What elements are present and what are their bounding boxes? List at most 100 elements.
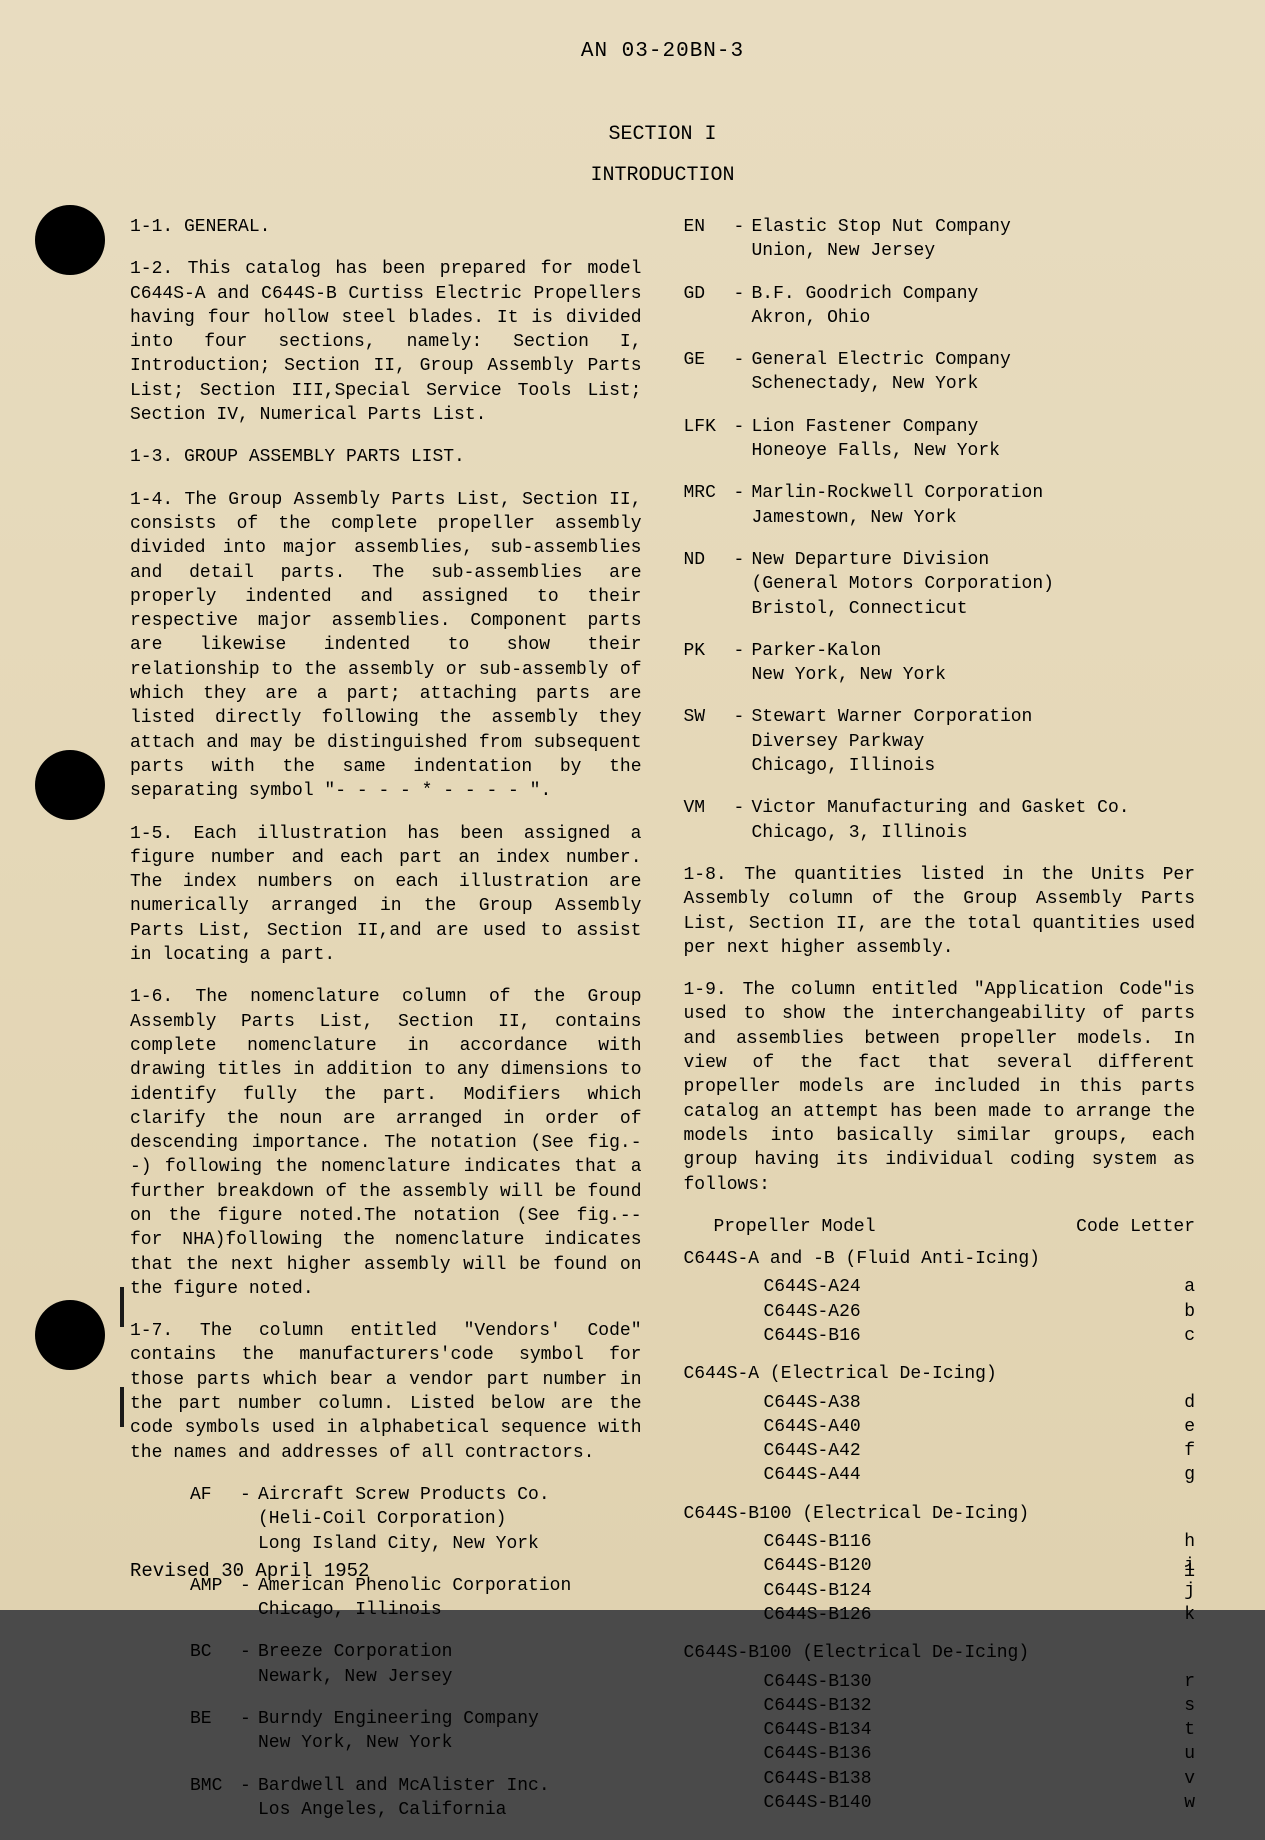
model-group: C644S-B100 (Electrical De-Icing) C644S-B1… bbox=[684, 1641, 1196, 1815]
heading-gapl: 1-3. GROUP ASSEMBLY PARTS LIST. bbox=[130, 445, 642, 469]
model-name: C644S-B116 bbox=[764, 1530, 1166, 1554]
model-row: C644S-B138v bbox=[684, 1767, 1196, 1791]
model-name: C644S-B124 bbox=[764, 1579, 1166, 1603]
model-code: d bbox=[1165, 1391, 1195, 1415]
vendor-name: New Departure Division (General Motors C… bbox=[752, 548, 1196, 621]
model-name: C644S-A38 bbox=[764, 1391, 1166, 1415]
model-row: C644S-A26b bbox=[684, 1300, 1196, 1324]
paragraph: 1-2. This catalog has been prepared for … bbox=[130, 257, 642, 427]
model-code: f bbox=[1165, 1439, 1195, 1463]
model-code: v bbox=[1165, 1767, 1195, 1791]
model-row: C644S-B132s bbox=[684, 1694, 1196, 1718]
vendor-dash: - bbox=[734, 639, 752, 688]
vendor-name: Stewart Warner Corporation Diversey Park… bbox=[752, 705, 1196, 778]
model-group-title: C644S-A (Electrical De-Icing) bbox=[684, 1362, 1196, 1386]
model-code: k bbox=[1165, 1603, 1195, 1627]
vendor-dash: - bbox=[734, 415, 752, 464]
model-row: C644S-B136u bbox=[684, 1742, 1196, 1766]
revised-date: Revised 30 April 1952 bbox=[130, 1560, 369, 1582]
model-code: u bbox=[1165, 1742, 1195, 1766]
vendor-dash: - bbox=[734, 282, 752, 331]
punch-hole bbox=[35, 1300, 105, 1370]
model-row: C644S-B116h bbox=[684, 1530, 1196, 1554]
model-row: C644S-A40e bbox=[684, 1415, 1196, 1439]
vendor-dash: - bbox=[240, 1640, 258, 1689]
model-code: w bbox=[1165, 1791, 1195, 1815]
revision-bar bbox=[120, 1287, 124, 1327]
model-name: C644S-A42 bbox=[764, 1439, 1166, 1463]
vendor-row: GD-B.F. Goodrich Company Akron, Ohio bbox=[684, 282, 1196, 331]
page-footer: Revised 30 April 1952 1 bbox=[130, 1560, 1195, 1582]
model-name: C644S-A26 bbox=[764, 1300, 1166, 1324]
vendor-name: General Electric Company Schenectady, Ne… bbox=[752, 348, 1196, 397]
vendor-row: EN-Elastic Stop Nut Company Union, New J… bbox=[684, 215, 1196, 264]
col-header-code: Code Letter bbox=[1055, 1215, 1195, 1239]
model-code: t bbox=[1165, 1718, 1195, 1742]
vendor-code: BC bbox=[190, 1640, 240, 1689]
vendor-name: Bardwell and McAlister Inc. Los Angeles,… bbox=[258, 1774, 642, 1823]
paragraph: 1-6. The nomenclature column of the Grou… bbox=[130, 985, 642, 1301]
vendor-name: Breeze Corporation Newark, New Jersey bbox=[258, 1640, 642, 1689]
vendor-row: SW-Stewart Warner Corporation Diversey P… bbox=[684, 705, 1196, 778]
model-code: h bbox=[1165, 1530, 1195, 1554]
vendor-row: BC-Breeze Corporation Newark, New Jersey bbox=[130, 1640, 642, 1689]
vendor-code: BMC bbox=[190, 1774, 240, 1823]
vendor-code: GD bbox=[684, 282, 734, 331]
paragraph: 1-7. The column entitled "Vendors' Code"… bbox=[130, 1319, 642, 1465]
paragraph: 1-8. The quantities listed in the Units … bbox=[684, 863, 1196, 960]
model-name: C644S-A40 bbox=[764, 1415, 1166, 1439]
vendor-name: Burndy Engineering Company New York, New… bbox=[258, 1707, 642, 1756]
vendor-row: MRC-Marlin-Rockwell Corporation Jamestow… bbox=[684, 481, 1196, 530]
model-row: C644S-B16c bbox=[684, 1324, 1196, 1348]
model-group-title: C644S-A and -B (Fluid Anti-Icing) bbox=[684, 1247, 1196, 1271]
model-code: g bbox=[1165, 1463, 1195, 1487]
model-row: C644S-A38d bbox=[684, 1391, 1196, 1415]
vendor-code: SW bbox=[684, 705, 734, 778]
vendor-name: Parker-Kalon New York, New York bbox=[752, 639, 1196, 688]
vendor-name: B.F. Goodrich Company Akron, Ohio bbox=[752, 282, 1196, 331]
vendor-row: AF-Aircraft Screw Products Co. (Heli-Coi… bbox=[130, 1483, 642, 1556]
model-group-title: C644S-B100 (Electrical De-Icing) bbox=[684, 1502, 1196, 1526]
model-group-title: C644S-B100 (Electrical De-Icing) bbox=[684, 1641, 1196, 1665]
model-group: C644S-A (Electrical De-Icing)C644S-A38dC… bbox=[684, 1362, 1196, 1487]
model-table-header: Propeller Model Code Letter bbox=[684, 1215, 1196, 1239]
vendor-list: AF-Aircraft Screw Products Co. (Heli-Coi… bbox=[130, 1483, 642, 1822]
vendor-code: PK bbox=[684, 639, 734, 688]
vendor-code: AF bbox=[190, 1483, 240, 1556]
model-name: C644S-B140 bbox=[764, 1791, 1166, 1815]
model-row: C644S-B134t bbox=[684, 1718, 1196, 1742]
right-column: EN-Elastic Stop Nut Company Union, New J… bbox=[684, 215, 1196, 1840]
model-name: C644S-B136 bbox=[764, 1742, 1166, 1766]
model-name: C644S-A24 bbox=[764, 1275, 1166, 1299]
document-page: AN 03-20BN-3 SECTION I INTRODUCTION 1-1.… bbox=[0, 0, 1265, 1610]
punch-hole bbox=[35, 750, 105, 820]
vendor-dash: - bbox=[734, 548, 752, 621]
model-code: r bbox=[1165, 1670, 1195, 1694]
vendor-name: Lion Fastener Company Honeoye Falls, New… bbox=[752, 415, 1196, 464]
vendor-name: Elastic Stop Nut Company Union, New Jers… bbox=[752, 215, 1196, 264]
model-name: C644S-A44 bbox=[764, 1463, 1166, 1487]
page-number: 1 bbox=[1184, 1560, 1195, 1582]
model-code: s bbox=[1165, 1694, 1195, 1718]
two-column-layout: 1-1. GENERAL. 1-2. This catalog has been… bbox=[130, 215, 1195, 1840]
paragraph: 1-5. Each illustration has been assigned… bbox=[130, 822, 642, 968]
vendor-row: VM-Victor Manufacturing and Gasket Co. C… bbox=[684, 796, 1196, 845]
vendor-dash: - bbox=[734, 481, 752, 530]
vendor-row: BMC-Bardwell and McAlister Inc. Los Ange… bbox=[130, 1774, 642, 1823]
vendor-dash: - bbox=[734, 796, 752, 845]
col-header-model: Propeller Model bbox=[714, 1215, 1056, 1239]
model-row: C644S-B126k bbox=[684, 1603, 1196, 1627]
model-name: C644S-B138 bbox=[764, 1767, 1166, 1791]
model-name: C644S-B16 bbox=[764, 1324, 1166, 1348]
vendor-name: Victor Manufacturing and Gasket Co. Chic… bbox=[752, 796, 1196, 845]
vendor-row: PK-Parker-Kalon New York, New York bbox=[684, 639, 1196, 688]
vendor-dash: - bbox=[734, 215, 752, 264]
vendor-row: BE-Burndy Engineering Company New York, … bbox=[130, 1707, 642, 1756]
model-groups: C644S-A and -B (Fluid Anti-Icing) C644S-A… bbox=[684, 1247, 1196, 1815]
vendor-row: LFK-Lion Fastener Company Honeoye Falls,… bbox=[684, 415, 1196, 464]
model-row: C644S-B124j bbox=[684, 1579, 1196, 1603]
paragraph: 1-9. The column entitled "Application Co… bbox=[684, 978, 1196, 1197]
model-group: C644S-A and -B (Fluid Anti-Icing) C644S-A… bbox=[684, 1247, 1196, 1348]
model-name: C644S-B132 bbox=[764, 1694, 1166, 1718]
vendor-row: GE-General Electric Company Schenectady,… bbox=[684, 348, 1196, 397]
